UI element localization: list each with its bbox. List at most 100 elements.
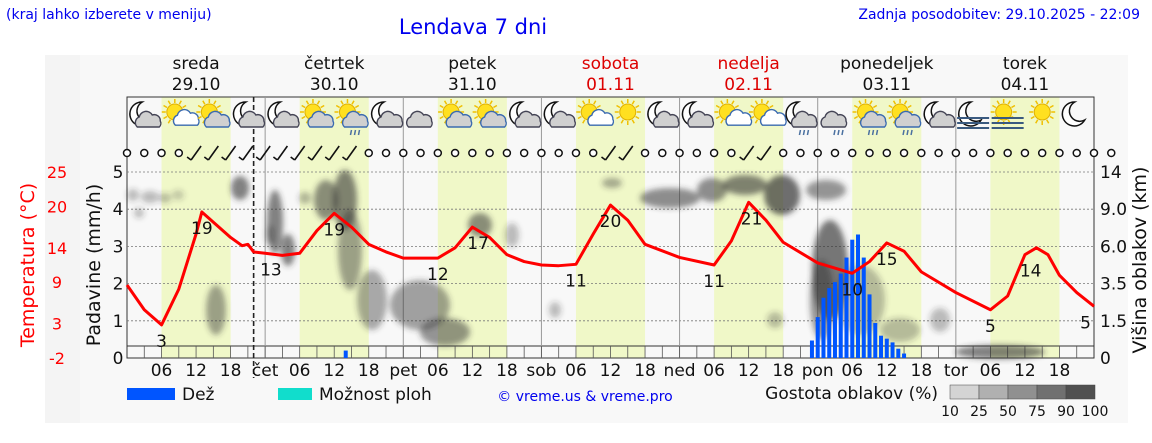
- precip-tick: 3: [113, 237, 124, 257]
- calm-wind-icon: [416, 148, 425, 158]
- cloud-shape: [480, 110, 507, 128]
- day-name: četrtek: [304, 54, 365, 74]
- moon-cloud-icon: [923, 101, 956, 128]
- cloud-blob: [880, 318, 920, 342]
- sun-cloud-icon: [299, 99, 335, 128]
- sun-icon: [1029, 99, 1056, 125]
- sun-cloud-rain-icon: [334, 99, 369, 136]
- calm-wind-icon: [1020, 148, 1030, 158]
- sun-ray: [458, 104, 463, 109]
- sun-ray: [853, 115, 859, 120]
- moon-cloud-icon: [647, 101, 680, 128]
- rain-bar: [902, 353, 907, 358]
- sun-ray: [1046, 119, 1050, 124]
- cloud-blob: [141, 191, 159, 203]
- sun-ray: [202, 100, 206, 105]
- cloud-blob: [806, 180, 846, 200]
- rain-bar: [832, 282, 837, 358]
- calm-wind-icon: [381, 148, 391, 158]
- density-swatch: [1007, 384, 1038, 400]
- density-level-label: 50: [999, 404, 1017, 420]
- rain-bar: [827, 288, 832, 358]
- rain-bar: [838, 273, 843, 358]
- rain-bar: [821, 297, 826, 358]
- cloud-shape: [820, 110, 848, 128]
- wind-barb-icon: [221, 145, 237, 161]
- wind-barb-icon: [601, 145, 617, 161]
- sun-ray: [443, 100, 448, 105]
- calm-wind-icon: [986, 148, 995, 158]
- rain-bar: [850, 239, 855, 358]
- cloud-blob: [390, 280, 450, 330]
- temperature-line: [125, 200, 1095, 327]
- cloud-shape: [929, 110, 956, 128]
- sun-ray: [163, 115, 168, 120]
- hour-tick-label: 18: [634, 361, 656, 381]
- rain-bar: [809, 340, 814, 358]
- rain-drop: [906, 129, 909, 136]
- day-date: 31.10: [448, 75, 497, 95]
- calm-wind-icon: [502, 148, 512, 158]
- cloud-blob: [468, 213, 492, 237]
- rain-drop: [802, 129, 806, 136]
- sun-ray: [340, 100, 344, 105]
- rain-drop: [353, 129, 357, 136]
- moon-cloud-icon: [370, 101, 404, 128]
- wind-barb-icon: [290, 145, 306, 161]
- cloud-blob: [640, 188, 700, 208]
- hour-tick-label: 12: [185, 361, 207, 381]
- calm-wind-icon: [830, 148, 840, 158]
- cloud-blob: [281, 234, 295, 266]
- hour-tick-label: 18: [911, 361, 933, 381]
- sun-ray: [853, 104, 859, 109]
- precip-tick: 5: [113, 163, 124, 183]
- sun-ray: [354, 104, 360, 109]
- hour-tick-label: 12: [1014, 361, 1036, 381]
- cloud-height-tick: 6.0: [1100, 237, 1127, 257]
- day-name: nedelja: [717, 54, 779, 74]
- cloud-shape: [587, 108, 615, 126]
- calm-wind-icon: [968, 148, 978, 158]
- calm-wind-icon: [537, 148, 546, 158]
- day-date: 01.11: [586, 75, 635, 95]
- cloud-blob: [420, 318, 470, 346]
- sun-ray: [720, 119, 724, 124]
- cloud-shape: [341, 110, 369, 128]
- temperature-tick: 3: [52, 315, 62, 334]
- hour-tick-label: 06: [980, 361, 1002, 381]
- cloud-shape: [134, 110, 162, 128]
- rain-drop: [837, 129, 840, 136]
- sun-ray: [734, 104, 740, 109]
- cloud-shape: [859, 110, 887, 128]
- moon-cloud-rain-icon: [785, 101, 818, 136]
- cloud-blob: [955, 345, 1045, 359]
- cloud-shape: [272, 110, 300, 128]
- temperature-tick: 20: [47, 197, 67, 216]
- sun-ray: [720, 100, 724, 105]
- sun-ray: [635, 104, 640, 109]
- moon-cloud-icon: [681, 101, 715, 128]
- cloudy-icon: [406, 110, 433, 128]
- cloud-shape: [203, 110, 231, 128]
- cloud-shape: [790, 110, 818, 128]
- day-name: sobota: [582, 54, 640, 74]
- cloud-height-tick: 1.5: [1100, 312, 1127, 332]
- sun-ray: [593, 100, 597, 105]
- day-date: 02.11: [724, 75, 773, 95]
- calm-wind-icon: [519, 148, 529, 158]
- sun-ray: [473, 115, 479, 120]
- rain-drop: [349, 129, 353, 136]
- hour-tick-label: 12: [462, 361, 484, 381]
- cloud-shape: [687, 110, 715, 128]
- temperature-label: 21: [741, 209, 763, 229]
- sun-cloud-rain-icon: [852, 99, 887, 136]
- rain-bar: [890, 342, 895, 358]
- temperature-label: 17: [467, 234, 489, 254]
- calm-wind-icon: [813, 148, 822, 158]
- sun-ray: [577, 115, 582, 120]
- cloud-blob: [266, 225, 274, 245]
- sun-ray: [903, 100, 908, 105]
- calm-wind-icon: [399, 148, 408, 158]
- sun-ray: [631, 100, 635, 105]
- temperature-tick: 14: [47, 239, 67, 258]
